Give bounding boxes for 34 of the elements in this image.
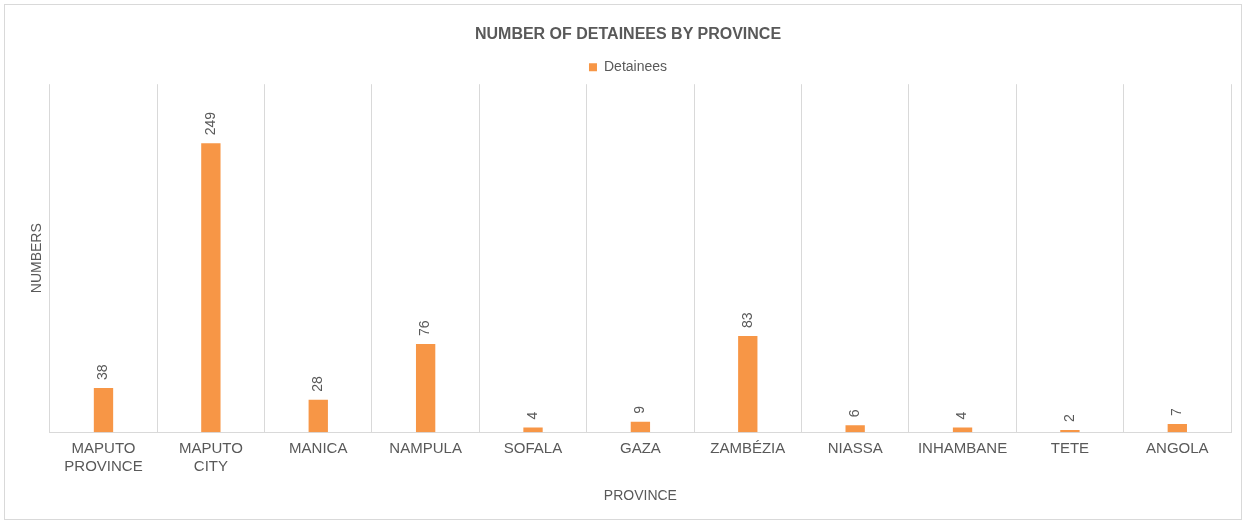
x-tick-label: TETE [1050, 439, 1090, 457]
x-tick-label: ANGOLA [1146, 439, 1209, 457]
data-label: 9 [631, 405, 648, 414]
chart-title: NUMBER OF DETAINEES BY PROVINCE [474, 25, 782, 43]
bar [630, 421, 651, 433]
x-tick-label: NIASSA [827, 439, 883, 457]
x-tick-label: MAPUTO CITY [178, 439, 243, 475]
bar [845, 425, 865, 433]
x-axis-title: PROVINCE [603, 487, 677, 504]
data-label: 6 [846, 409, 863, 418]
bar [93, 388, 114, 433]
data-label: 4 [523, 411, 540, 420]
x-tick-label: ZAMBÉZIA [710, 439, 786, 457]
bar [1167, 424, 1187, 433]
x-tick-label: NAMPULA [389, 439, 462, 457]
x-tick-label: SOFALA [503, 439, 563, 457]
bar [201, 143, 221, 433]
x-tick-label: GAZA [619, 439, 661, 457]
bar [738, 335, 758, 433]
data-label: 7 [1168, 408, 1185, 417]
data-label: 83 [738, 312, 755, 328]
bar [415, 344, 436, 433]
y-axis-title: NUMBERS [28, 223, 45, 294]
data-label: 38 [94, 364, 111, 381]
legend-label: Detainees [603, 58, 668, 75]
x-tick-label: MAPUTO PROVINCE [64, 439, 143, 475]
data-label: 249 [201, 111, 218, 136]
x-tick-label: INHAMBANE [917, 439, 1008, 457]
data-label: 2 [1060, 413, 1077, 422]
data-label: 76 [416, 320, 433, 337]
data-label: 4 [953, 411, 970, 420]
x-tick-label: MANICA [289, 439, 348, 457]
data-label: 28 [309, 375, 326, 392]
bar [308, 399, 328, 433]
